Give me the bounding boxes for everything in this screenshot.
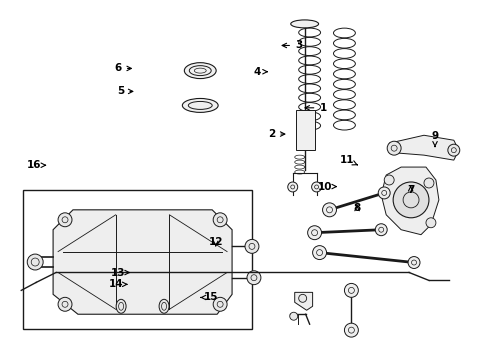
Ellipse shape <box>182 99 218 112</box>
Polygon shape <box>389 135 459 160</box>
Polygon shape <box>295 111 315 150</box>
Circle shape <box>322 203 337 217</box>
Circle shape <box>58 213 72 227</box>
Circle shape <box>308 226 321 240</box>
Text: 2: 2 <box>268 129 285 139</box>
Polygon shape <box>53 210 232 314</box>
Polygon shape <box>381 167 439 235</box>
Circle shape <box>448 144 460 156</box>
Circle shape <box>344 323 358 337</box>
Polygon shape <box>294 292 313 310</box>
Ellipse shape <box>116 299 126 313</box>
Ellipse shape <box>291 20 318 28</box>
Circle shape <box>384 175 394 185</box>
Circle shape <box>247 271 261 285</box>
Text: 14: 14 <box>109 279 127 289</box>
Text: 6: 6 <box>115 63 131 73</box>
Text: 10: 10 <box>318 181 336 192</box>
Text: 9: 9 <box>432 131 439 147</box>
Circle shape <box>426 218 436 228</box>
Circle shape <box>213 213 227 227</box>
Circle shape <box>312 182 321 192</box>
Circle shape <box>375 224 387 236</box>
Text: 3: 3 <box>282 40 302 50</box>
Text: 13: 13 <box>111 267 129 278</box>
Circle shape <box>378 187 390 199</box>
Ellipse shape <box>159 299 169 313</box>
Circle shape <box>387 141 401 155</box>
Text: 16: 16 <box>27 160 46 170</box>
Ellipse shape <box>188 102 212 109</box>
Circle shape <box>288 182 298 192</box>
Text: 12: 12 <box>209 237 223 247</box>
Text: 4: 4 <box>253 67 267 77</box>
Text: 1: 1 <box>305 103 326 113</box>
Circle shape <box>393 182 429 218</box>
Ellipse shape <box>189 66 211 76</box>
Circle shape <box>245 239 259 253</box>
Bar <box>23 190 252 329</box>
Text: 11: 11 <box>340 155 357 165</box>
Circle shape <box>313 246 326 260</box>
Circle shape <box>408 257 420 269</box>
Circle shape <box>27 254 43 270</box>
Text: 8: 8 <box>353 203 361 213</box>
Ellipse shape <box>184 63 216 78</box>
Circle shape <box>424 178 434 188</box>
Text: 5: 5 <box>117 86 133 96</box>
Circle shape <box>344 283 358 297</box>
Circle shape <box>290 312 298 320</box>
Circle shape <box>58 297 72 311</box>
Circle shape <box>299 294 307 302</box>
Text: 7: 7 <box>407 185 415 195</box>
Circle shape <box>213 297 227 311</box>
Text: 15: 15 <box>201 292 218 302</box>
